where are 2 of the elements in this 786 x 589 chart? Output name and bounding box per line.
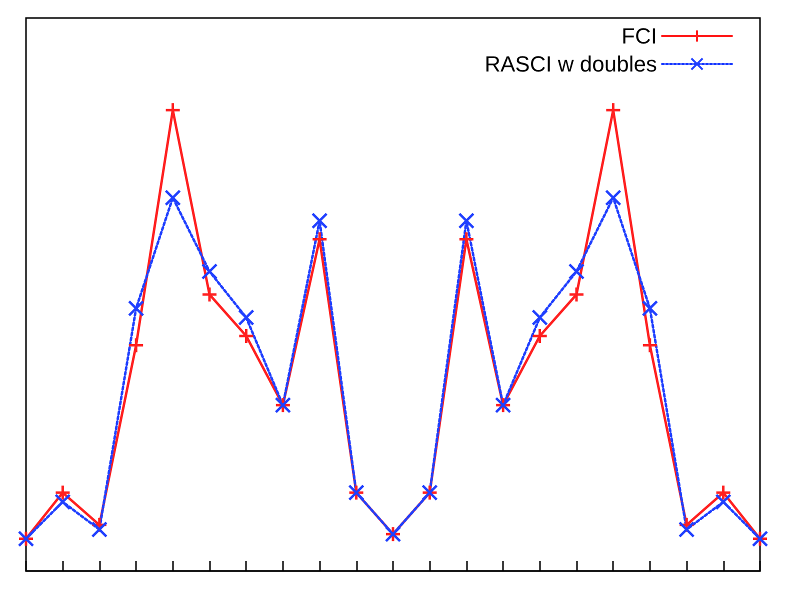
legend-label: RASCI w doubles — [484, 52, 657, 76]
legend-label: FCI — [622, 24, 657, 48]
